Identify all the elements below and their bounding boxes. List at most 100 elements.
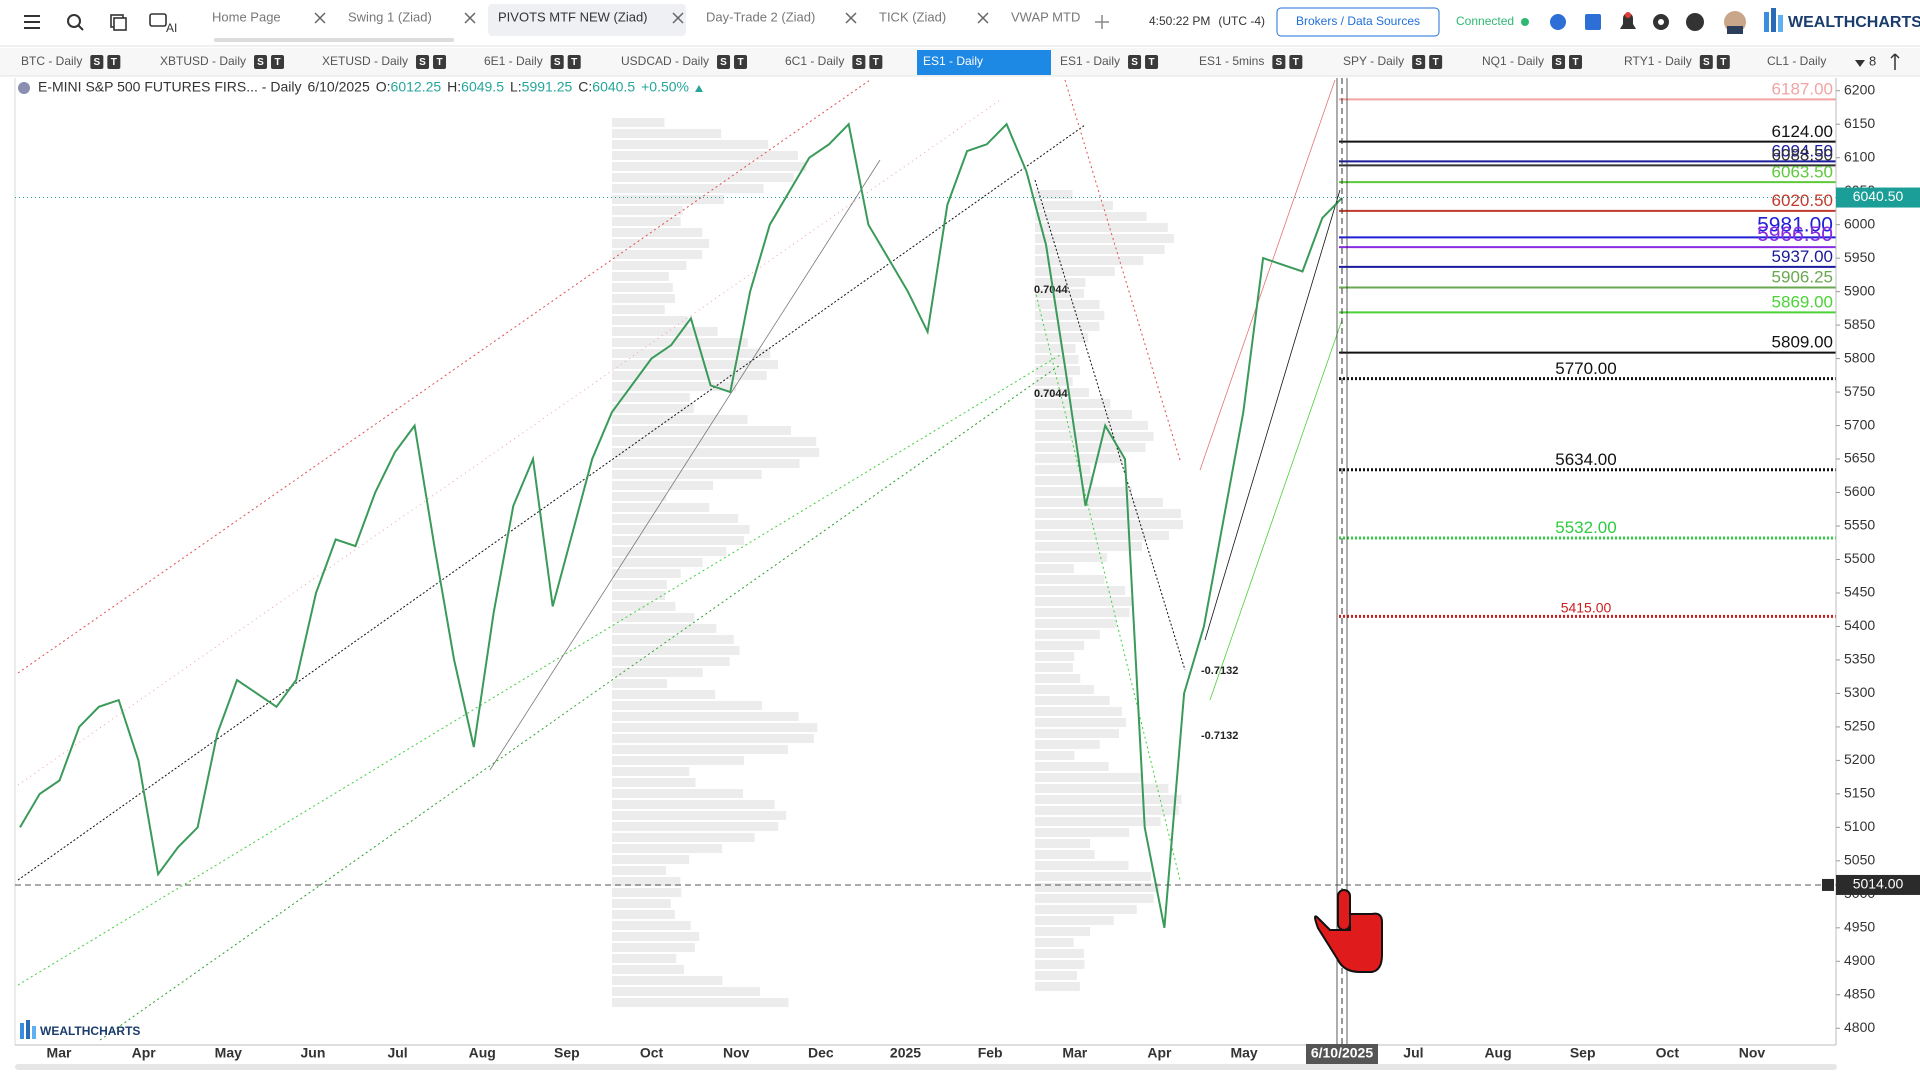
x-tick-label: Feb (978, 1045, 1003, 1061)
overflow-arrow[interactable] (1855, 60, 1865, 67)
symbol-tab[interactable]: BTC - Daily (21, 54, 82, 68)
symbol-badge[interactable] (1569, 55, 1583, 69)
symbol-badge-label[interactable]: T (1720, 57, 1726, 68)
symbol-badge[interactable] (1699, 55, 1713, 69)
price-level-label: 5634.00 (1555, 450, 1616, 469)
symbol-badge[interactable] (433, 55, 447, 69)
symbol-tab[interactable]: ES1 - 5mins (1199, 54, 1264, 68)
symbol-tab[interactable]: ES1 - Daily (923, 54, 983, 68)
symbol-badge[interactable] (1128, 55, 1142, 69)
save-icon[interactable] (1585, 14, 1601, 30)
time-scrollbar[interactable] (15, 1064, 1837, 1070)
symbol-badge-label[interactable]: S (257, 57, 264, 68)
symbol-badge-label[interactable]: T (873, 57, 879, 68)
workspace-tab[interactable]: PIVOTS MTF NEW (Ziad) (498, 9, 648, 24)
symbol-tab[interactable]: XBTUSD - Daily (160, 54, 246, 68)
volume-profile-bar (612, 162, 807, 171)
symbol-tab[interactable]: NQ1 - Daily (1482, 54, 1544, 68)
symbol-badge-label[interactable]: S (554, 57, 561, 68)
volume-profile-bar (612, 217, 681, 226)
symbol-tab[interactable]: XETUSD - Daily (322, 54, 408, 68)
users-icon[interactable] (1550, 14, 1566, 30)
workspace-tab[interactable]: VWAP MTD (1011, 9, 1080, 24)
symbol-badge[interactable] (717, 55, 731, 69)
overflow-count[interactable]: 8 (1869, 53, 1876, 68)
symbol-badge[interactable] (1716, 55, 1730, 69)
x-label-highlight (1306, 1044, 1378, 1064)
symbol-tab[interactable]: ES1 - Daily (1060, 54, 1120, 68)
tab-close[interactable] (672, 12, 684, 24)
symbol-badge[interactable] (1289, 55, 1303, 69)
symbol-badge[interactable] (254, 55, 268, 69)
symbol-badge-label[interactable]: S (1555, 57, 1562, 68)
symbol-badge[interactable] (567, 55, 581, 69)
symbol-badge[interactable] (852, 55, 866, 69)
symbol-badge-label[interactable]: S (856, 57, 863, 68)
tab-active-bg[interactable] (488, 4, 686, 36)
layout-toggle[interactable] (1890, 53, 1900, 70)
search-icon[interactable] (67, 14, 84, 31)
symbol-tab[interactable]: CL1 - Daily (1767, 54, 1826, 68)
symbol-badge[interactable] (1429, 55, 1443, 69)
symbol-badge-label[interactable]: S (1131, 57, 1138, 68)
ohlc-label: O: (376, 79, 391, 95)
symbol-tab[interactable]: SPY - Daily (1343, 54, 1404, 68)
broker-button-label[interactable]: Brokers / Data Sources (1296, 14, 1420, 28)
symbol-badge-label[interactable]: S (94, 57, 101, 68)
symbol-badge[interactable] (734, 55, 748, 69)
symbol-tab[interactable]: 6C1 - Daily (785, 54, 844, 68)
y-tick-label: 5250 (1844, 718, 1875, 734)
symbol-badge-label[interactable]: T (1293, 57, 1299, 68)
alerts-icon[interactable] (1620, 13, 1636, 29)
symbol-badge-label[interactable]: T (571, 57, 577, 68)
symbol-badge[interactable] (869, 55, 883, 69)
symbol-tab[interactable]: 6E1 - Daily (484, 54, 543, 68)
layouts-icon[interactable] (110, 14, 127, 31)
volume-profile-bar (612, 404, 694, 413)
workspace-tab[interactable]: Day-Trade 2 (Ziad) (706, 9, 815, 24)
symbol-badge[interactable] (1272, 55, 1286, 69)
symbol-badge-label[interactable]: S (1276, 57, 1283, 68)
workspace-tab[interactable]: Swing 1 (Ziad) (348, 9, 432, 24)
symbol-tab-active-bg[interactable] (917, 50, 1051, 75)
symbol-badge-label[interactable]: S (419, 57, 426, 68)
menu-icon[interactable] (24, 15, 40, 29)
symbol-badge[interactable] (90, 55, 104, 69)
volume-profile-bar (1035, 850, 1095, 859)
symbol-badge[interactable] (107, 55, 121, 69)
symbol-badge[interactable] (271, 55, 285, 69)
tab-close[interactable] (845, 12, 857, 24)
ai-icon[interactable] (149, 13, 167, 27)
symbol-badge-label[interactable]: S (1703, 57, 1710, 68)
volume-profile-bar (1035, 971, 1077, 980)
symbol-badge[interactable] (1552, 55, 1566, 69)
symbol-badge-label[interactable]: T (1572, 57, 1578, 68)
workspace-tab[interactable]: Home Page (212, 9, 281, 24)
symbol-badge-label[interactable]: T (737, 57, 743, 68)
tab-close[interactable] (977, 12, 989, 24)
symbol-tab[interactable]: USDCAD - Daily (621, 54, 709, 68)
symbol-tab[interactable]: RTY1 - Daily (1624, 54, 1692, 68)
channel-line (99, 364, 1061, 1041)
help-icon[interactable] (1686, 13, 1704, 31)
trend-line (1209, 319, 1343, 701)
crosshair-add-button[interactable] (1822, 878, 1834, 891)
workspace-tab[interactable]: TICK (Ziad) (879, 9, 946, 24)
symbol-badge[interactable] (416, 55, 430, 69)
symbol-badge-label[interactable]: T (111, 57, 117, 68)
symbol-badge[interactable] (550, 55, 564, 69)
y-tick-label: 5400 (1844, 617, 1875, 633)
symbol-badge-label[interactable]: S (1415, 57, 1422, 68)
symbol-badge-label[interactable]: T (1148, 57, 1154, 68)
ai-label[interactable]: AI (166, 21, 177, 35)
broker-button[interactable] (1276, 7, 1440, 37)
tab-close[interactable] (464, 12, 476, 24)
symbol-badge[interactable] (1145, 55, 1159, 69)
symbol-badge-label[interactable]: T (274, 57, 280, 68)
symbol-badge-label[interactable]: S (720, 57, 727, 68)
symbol-badge-label[interactable]: T (436, 57, 442, 68)
symbol-badge[interactable] (1412, 55, 1426, 69)
symbol-badge-label[interactable]: T (1433, 57, 1439, 68)
tab-close[interactable] (314, 12, 326, 24)
